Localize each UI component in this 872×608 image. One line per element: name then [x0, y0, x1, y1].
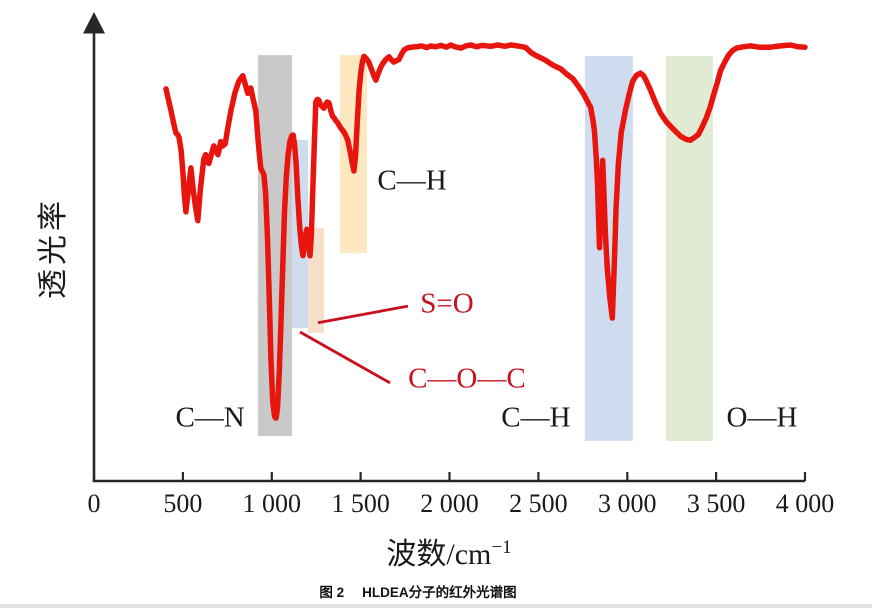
page-edge-rule [0, 604, 872, 608]
x-tick-label: 3 000 [598, 489, 657, 518]
leader-lines-layer [299, 304, 409, 385]
x-tick-label: 1 500 [331, 489, 390, 518]
highlight-band [257, 55, 292, 437]
x-tick-label: 2 500 [509, 489, 568, 518]
bond-annotation-label: C—O—C [408, 362, 526, 395]
x-tick-label: 3 500 [686, 489, 746, 518]
x-tick-label: 500 [163, 489, 203, 518]
figure-caption-text: HLDEA分子的红外光谱图 [362, 585, 517, 600]
axes-layer [83, 12, 807, 483]
figure-caption: 图 2 HLDEA分子的红外光谱图 [319, 585, 516, 601]
y-axis-title: 透光率 [37, 197, 70, 299]
x-tick-label: 1 000 [242, 489, 302, 518]
x-axis-title-text: 波数/cm [386, 538, 492, 571]
annotation-leader-line [317, 304, 409, 325]
ir-spectrum-curve [163, 42, 808, 421]
x-axis-ticks [181, 472, 807, 481]
bond-annotation-label: S=O [420, 287, 474, 320]
x-tick-label: 4 000 [775, 489, 835, 518]
x-axis-title-exponent: −1 [491, 537, 512, 558]
figure-number: 图 2 [319, 585, 345, 600]
annotation-leader-line [299, 330, 391, 385]
x-tick-label: 0 [87, 489, 101, 518]
bond-annotation-label: C—N [175, 401, 245, 434]
spectrum-curve-layer [163, 42, 808, 421]
x-axis-title: 波数/cm−1 [386, 537, 512, 571]
x-tick-label: 2 000 [420, 489, 479, 518]
bond-annotation-label: C—H [377, 164, 447, 197]
bond-annotation-label: O—H [726, 401, 798, 434]
bond-annotation-label: C—H [501, 401, 571, 434]
y-axis-arrowhead-icon [83, 12, 105, 34]
